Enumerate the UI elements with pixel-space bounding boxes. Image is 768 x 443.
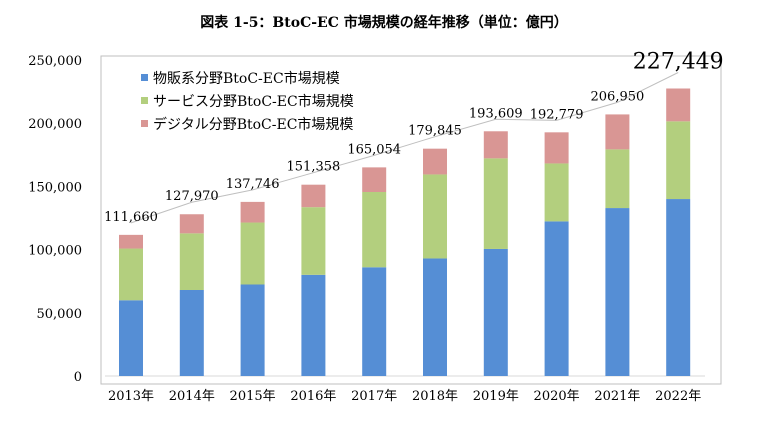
bar-segment — [666, 121, 691, 200]
bar-segment — [119, 234, 143, 249]
chart-title: 図表 1-5：BtoC-EC 市場規模の経年推移（単位：億円） — [200, 15, 568, 31]
total-label: 179,845 — [408, 124, 462, 139]
bar-segment — [544, 163, 569, 222]
x-tick-label: 2020年 — [534, 389, 580, 404]
total-label: 127,970 — [165, 189, 219, 204]
total-label: 165,054 — [347, 142, 401, 157]
bar-segment — [240, 222, 265, 285]
x-tick-label: 2021年 — [594, 389, 640, 404]
legend-label: 物販系分野BtoC-EC市場規模 — [153, 70, 340, 87]
total-label: 137,746 — [226, 177, 280, 192]
legend-swatch — [141, 97, 148, 104]
bar-segment — [179, 233, 204, 290]
legend-label: サービス分野BtoC-EC市場規模 — [153, 93, 354, 110]
bar-segment — [423, 258, 447, 376]
legend-swatch — [141, 74, 148, 81]
bar-segment — [179, 289, 204, 376]
bar-segment — [544, 221, 569, 376]
bar-segment — [179, 214, 204, 234]
bar-segment — [301, 274, 326, 376]
x-tick-label: 2018年 — [412, 389, 458, 404]
x-tick-label: 2019年 — [473, 389, 519, 404]
y-tick-label: 150,000 — [28, 180, 82, 195]
y-tick-label: 250,000 — [28, 54, 82, 69]
bar-segment — [423, 174, 447, 259]
bar-segment — [483, 131, 508, 159]
bar-segment — [119, 248, 143, 301]
bar-segment — [605, 149, 630, 209]
bar-segment — [544, 132, 569, 164]
y-tick-label: 100,000 — [28, 244, 82, 259]
bar-segment — [605, 114, 630, 150]
total-label: 192,779 — [530, 107, 584, 122]
bar-segment — [362, 267, 387, 376]
y-tick-label: 0 — [74, 370, 82, 385]
legend-label: デジタル分野BtoC-EC市場規模 — [153, 116, 353, 133]
bar-segment — [362, 191, 387, 268]
total-leader-line — [130, 72, 679, 224]
x-tick-label: 2013年 — [108, 389, 154, 404]
x-tick-label: 2022年 — [655, 389, 701, 404]
bar-segment — [301, 184, 326, 208]
total-label: 227,449 — [633, 50, 724, 75]
x-tick-label: 2017年 — [351, 389, 397, 404]
bar-segment — [119, 300, 143, 376]
bar-segment — [666, 88, 691, 122]
bar-segment — [240, 284, 265, 376]
x-tick-label: 2014年 — [169, 389, 215, 404]
bar-segment — [483, 158, 508, 249]
total-label: 193,609 — [469, 106, 523, 121]
bar-segment — [483, 248, 508, 376]
bar-segment — [605, 208, 630, 376]
bar-segment — [362, 167, 387, 192]
x-tick-label: 2015年 — [230, 389, 276, 404]
y-tick-label: 200,000 — [28, 117, 82, 132]
bar-segment — [240, 201, 265, 223]
legend-swatch — [141, 120, 148, 127]
total-label: 151,358 — [287, 160, 341, 175]
total-label: 111,660 — [104, 210, 158, 225]
bar-segment — [666, 199, 691, 376]
bar-segment — [423, 148, 447, 175]
plot-frame — [100, 55, 722, 385]
x-tick-label: 2016年 — [290, 389, 336, 404]
bar-segment — [301, 207, 326, 275]
total-label: 206,950 — [591, 89, 645, 104]
y-tick-label: 50,000 — [37, 307, 83, 322]
